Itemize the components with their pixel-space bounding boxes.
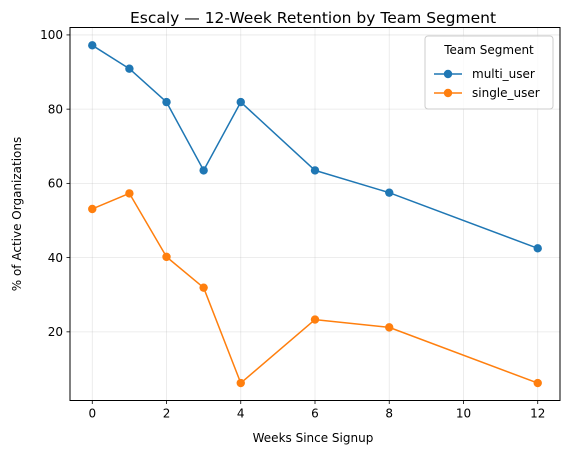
y-axis-label: % of Active Organizations (10, 137, 24, 292)
chart-title: Escaly — 12-Week Retention by Team Segme… (130, 9, 496, 27)
data-point-single-user (162, 253, 170, 261)
legend-label-single-user: single_user (472, 86, 540, 100)
x-tick-label: 0 (88, 407, 96, 421)
data-point-multi-user (199, 166, 207, 174)
legend-marker-single-user (444, 89, 452, 97)
x-tick-label: 10 (456, 407, 471, 421)
y-tick-label: 40 (48, 251, 63, 265)
data-point-single-user (88, 205, 96, 213)
data-point-single-user (237, 379, 245, 387)
data-point-single-user (311, 315, 319, 323)
y-tick-label: 80 (48, 102, 63, 116)
x-tick-label: 2 (163, 407, 171, 421)
legend-title: Team Segment (443, 43, 534, 57)
x-tick-label: 8 (385, 407, 393, 421)
y-tick-label: 60 (48, 177, 63, 191)
data-point-multi-user (125, 64, 133, 72)
y-tick-label: 20 (48, 325, 63, 339)
data-point-multi-user (311, 166, 319, 174)
legend-label-multi-user: multi_user (472, 67, 535, 81)
legend-marker-multi-user (444, 70, 452, 78)
x-axis-label: Weeks Since Signup (253, 431, 374, 445)
data-point-multi-user (237, 98, 245, 106)
data-point-single-user (125, 189, 133, 197)
data-point-multi-user (162, 98, 170, 106)
legend: Team Segment multi_user single_user (425, 36, 553, 109)
x-tick-label: 4 (237, 407, 245, 421)
data-point-single-user (199, 283, 207, 291)
data-point-single-user (385, 323, 393, 331)
data-point-multi-user (88, 41, 96, 49)
data-point-multi-user (385, 188, 393, 196)
data-point-multi-user (534, 244, 542, 252)
data-point-single-user (534, 379, 542, 387)
y-tick-label: 100 (40, 28, 63, 42)
x-tick-label: 6 (311, 407, 319, 421)
x-tick-label: 12 (530, 407, 545, 421)
